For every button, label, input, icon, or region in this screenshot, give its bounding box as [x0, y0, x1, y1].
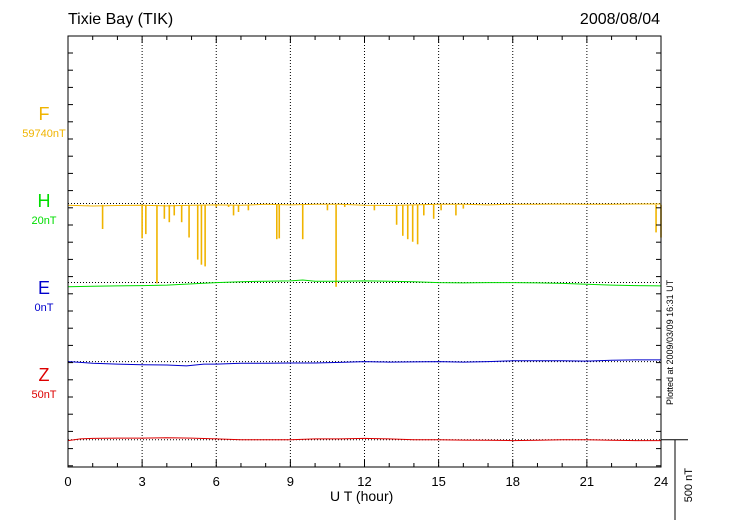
x-tick-label: 21 — [580, 474, 594, 489]
series-line-f — [67, 203, 661, 207]
series-label-h: H — [37, 191, 51, 211]
station-title: Tixie Bay (TIK) — [68, 11, 174, 28]
x-tick-label: 15 — [431, 474, 445, 489]
series-label-e: E — [37, 278, 50, 298]
series-baseline-h: 20nT — [31, 215, 57, 227]
series-label-z: Z — [38, 365, 50, 385]
x-tick-label: 24 — [654, 474, 668, 489]
x-tick-label: 3 — [139, 474, 146, 489]
series-line-z — [67, 437, 661, 442]
x-tick-label: 9 — [287, 474, 294, 489]
series-line-h — [67, 279, 662, 288]
series-baseline-z: 50nT — [31, 389, 57, 401]
series-baseline-f: 59740nT — [22, 128, 66, 140]
series-line-e — [67, 359, 661, 367]
x-axis-label: U T (hour) — [330, 488, 394, 504]
scale-bar-label: 500 nT — [683, 468, 695, 503]
x-tick-label: 18 — [506, 474, 520, 489]
chart-date: 2008/08/04 — [579, 11, 660, 28]
x-tick-label: 12 — [357, 474, 371, 489]
plotted-timestamp: Plotted at 2009/03/09 16:31 UT — [665, 279, 675, 405]
series-label-f: F — [38, 104, 50, 124]
x-tick-label: 6 — [213, 474, 220, 489]
series-baseline-e: 0nT — [34, 302, 54, 314]
x-tick-label: 0 — [64, 474, 71, 489]
